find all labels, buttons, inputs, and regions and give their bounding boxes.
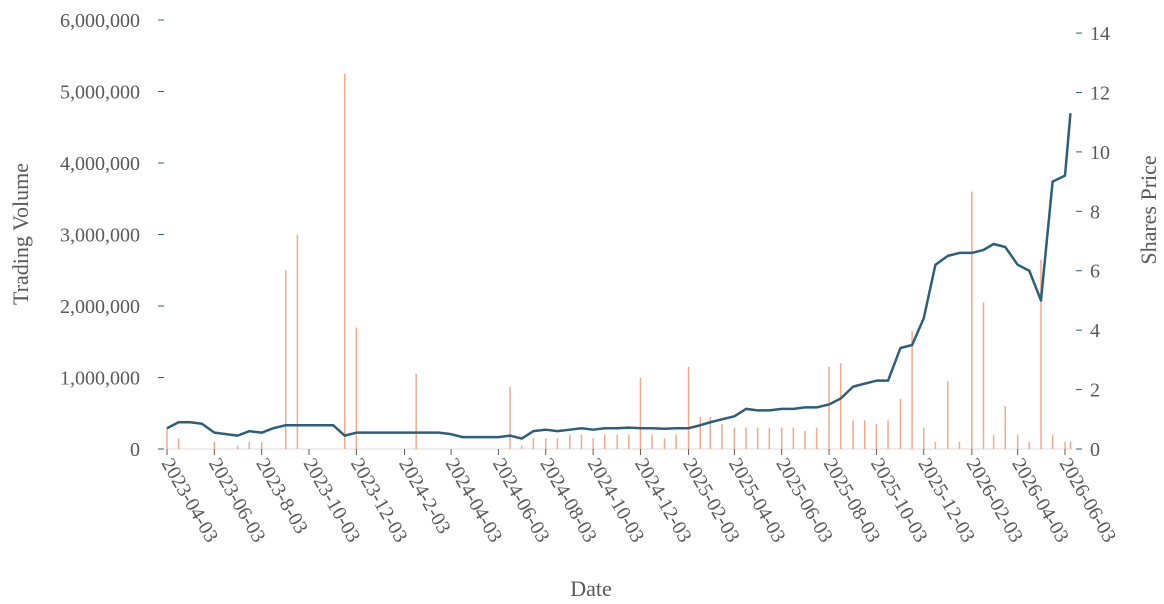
y-tick-label: 5,000,000 bbox=[60, 82, 140, 104]
volume-bar bbox=[852, 420, 854, 449]
volume-bar bbox=[911, 331, 913, 449]
volume-bar bbox=[1028, 441, 1031, 449]
volume-bar bbox=[1051, 434, 1054, 449]
volume-bar bbox=[1064, 441, 1066, 449]
volume-bar bbox=[792, 427, 795, 449]
x-axis-title: Date bbox=[570, 576, 612, 601]
volume-bar bbox=[899, 398, 902, 449]
volume-bar bbox=[628, 434, 630, 449]
volume-bar bbox=[592, 438, 594, 449]
volume-bar bbox=[982, 302, 985, 449]
volume-bar bbox=[520, 445, 523, 449]
volume-bar bbox=[971, 191, 973, 449]
y-tick-label: 0 bbox=[130, 439, 140, 461]
volume-bar bbox=[285, 270, 287, 449]
volume-bar bbox=[958, 441, 961, 449]
volume-bar bbox=[639, 377, 642, 449]
volume-bar bbox=[756, 427, 759, 449]
y-tick-label: 1,000,000 bbox=[60, 368, 140, 390]
volume-bar bbox=[768, 427, 771, 449]
volume-bar bbox=[651, 434, 653, 449]
volume-bar bbox=[745, 427, 747, 449]
volume-bar bbox=[992, 434, 995, 449]
y-axis-title: Trading Volume bbox=[8, 163, 33, 305]
volume-bar bbox=[556, 438, 559, 449]
volume-bar bbox=[415, 373, 417, 449]
volume-bar bbox=[780, 427, 783, 449]
volume-bar bbox=[166, 427, 168, 449]
y-tick-label: 2,000,000 bbox=[60, 296, 140, 318]
volume-bar bbox=[721, 423, 723, 449]
volume-bar bbox=[934, 441, 937, 449]
y2-tick-label: 4 bbox=[1090, 320, 1100, 342]
volume-bar bbox=[887, 420, 889, 449]
volume-bar bbox=[355, 327, 358, 449]
y2-axis-title: Shares Price bbox=[1136, 155, 1161, 264]
volume-bar bbox=[733, 427, 736, 449]
volume-bar bbox=[1069, 441, 1072, 449]
volume-bar bbox=[569, 434, 571, 449]
volume-bar bbox=[580, 434, 583, 449]
y2-tick-label: 10 bbox=[1090, 142, 1110, 164]
volume-bar bbox=[815, 427, 818, 449]
volume-bar bbox=[699, 416, 701, 449]
volume-bar bbox=[260, 441, 263, 449]
y-tick-label: 4,000,000 bbox=[60, 153, 140, 175]
volume-bar bbox=[545, 438, 547, 449]
y2-tick-label: 12 bbox=[1090, 82, 1110, 104]
y-tick-label: 3,000,000 bbox=[60, 225, 140, 247]
y-tick-label: 6,000,000 bbox=[60, 10, 140, 32]
volume-bar bbox=[875, 423, 878, 449]
y2-tick-label: 2 bbox=[1090, 380, 1100, 402]
volume-bar bbox=[616, 434, 618, 449]
y2-tick-label: 6 bbox=[1090, 261, 1100, 283]
price-line bbox=[166, 113, 1072, 440]
volume-bar bbox=[343, 73, 346, 449]
volume-bar bbox=[177, 438, 180, 449]
volume-bar bbox=[509, 386, 511, 449]
volume-bar bbox=[296, 234, 299, 449]
volume-bar bbox=[248, 441, 251, 449]
volume-bar bbox=[532, 438, 535, 449]
y2-tick-label: 0 bbox=[1090, 439, 1100, 461]
volume-bar bbox=[213, 441, 216, 449]
volume-bar bbox=[1004, 406, 1007, 449]
volume-bar bbox=[687, 366, 690, 449]
volume-bar bbox=[1040, 259, 1042, 449]
volume-bar bbox=[236, 445, 239, 449]
volume-bar bbox=[1016, 434, 1019, 449]
y2-tick-label: 14 bbox=[1090, 23, 1110, 45]
volume-bar bbox=[604, 434, 606, 449]
volume-bar bbox=[709, 416, 712, 449]
volume-bar bbox=[675, 434, 677, 449]
volume-bar bbox=[804, 431, 806, 449]
volume-bar bbox=[828, 366, 830, 449]
volume-bar bbox=[923, 427, 925, 449]
y2-tick-label: 8 bbox=[1090, 201, 1100, 223]
volume-bar bbox=[663, 438, 666, 449]
volume-bar bbox=[839, 363, 842, 449]
volume-bar bbox=[947, 381, 949, 449]
volume-bar bbox=[864, 420, 866, 449]
